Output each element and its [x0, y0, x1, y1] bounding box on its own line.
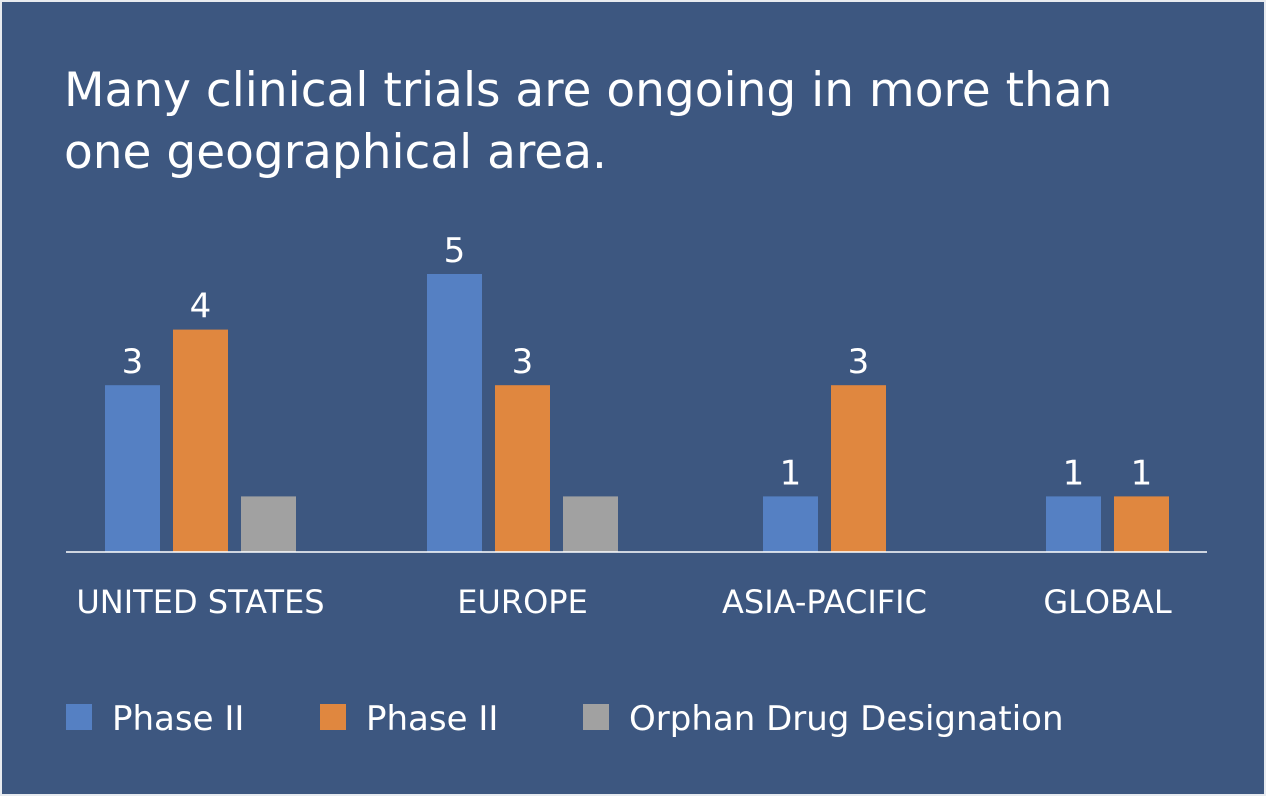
data-label: 4 [190, 287, 212, 327]
data-label: 3 [122, 342, 144, 382]
bar-asia-pacific-series-1 [763, 496, 818, 552]
legend-label: Phase II [366, 699, 498, 739]
bar-europe-series-1 [427, 274, 482, 552]
bar-asia-pacific-series-2 [831, 385, 886, 552]
data-label: 5 [444, 231, 466, 271]
bar-global-series-1 [1046, 496, 1101, 552]
category-label: UNITED STATES [76, 583, 324, 621]
legend-swatch-series-3 [583, 704, 609, 730]
bar-united-states-series-3 [241, 496, 296, 552]
bar-united-states-series-1 [105, 385, 160, 552]
legend-swatch-series-2 [320, 704, 346, 730]
category-label: ASIA-PACIFIC [722, 583, 927, 621]
bar-europe-series-2 [495, 385, 550, 552]
bar-global-series-2 [1114, 496, 1169, 552]
bar-europe-series-3 [563, 496, 618, 552]
chart-title: Many clinical trials are ongoing in more… [64, 63, 1113, 180]
data-label: 3 [512, 342, 534, 382]
data-label: 1 [780, 453, 802, 493]
data-label: 1 [1131, 453, 1153, 493]
data-label: 3 [848, 342, 870, 382]
legend-label: Phase II [112, 699, 244, 739]
data-label: 1 [1063, 453, 1085, 493]
bar-united-states-series-2 [173, 329, 228, 552]
category-label: GLOBAL [1043, 583, 1172, 621]
category-label: EUROPE [457, 583, 588, 621]
legend-swatch-series-1 [66, 704, 92, 730]
legend-label: Orphan Drug Designation [629, 699, 1064, 739]
